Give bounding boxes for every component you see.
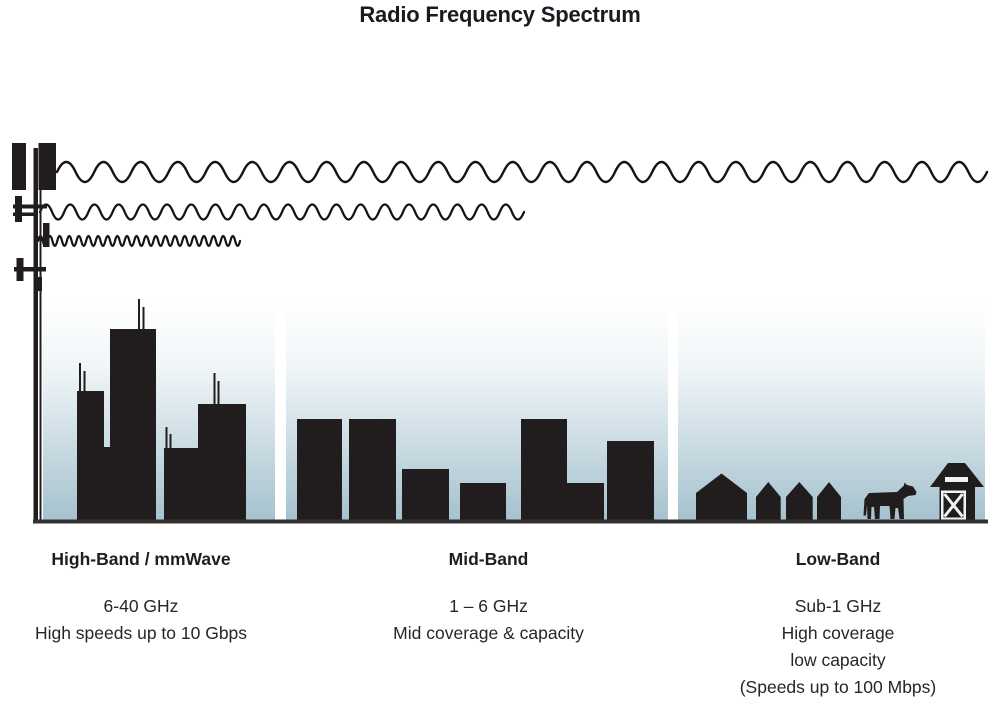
cow-icon [863, 482, 917, 519]
radio-waves [36, 160, 989, 248]
band-section-low: Low-Band Sub-1 GHz High coverage low cap… [688, 549, 988, 701]
ground-line [33, 519, 988, 524]
band-section-high: High-Band / mmWave 6-40 GHz High speeds … [0, 549, 282, 647]
band-frequency-mid: 1 – 6 GHz [449, 596, 528, 616]
band-name-mid: Mid-Band [448, 549, 529, 569]
band-detail-low-capacity: low capacity [790, 650, 886, 670]
cell-tower-icon [12, 143, 56, 520]
page-title: Radio Frequency Spectrum [359, 2, 641, 27]
wave-high-frequency-short-icon [36, 234, 242, 248]
band-name-high: High-Band / mmWave [51, 549, 231, 569]
suburb-skyline-icon [297, 419, 654, 520]
barn-icon [930, 463, 984, 520]
wave-low-frequency-long-icon [55, 160, 989, 184]
band-detail-mid-coverage: Mid coverage & capacity [393, 623, 584, 643]
house-icon [817, 482, 841, 520]
rural-farm-icon [696, 463, 984, 520]
band-detail-low-coverage: High coverage [781, 623, 895, 643]
house-icon [756, 482, 781, 520]
band-frequency-low: Sub-1 GHz [794, 596, 882, 616]
band-frequency-high: 6-40 GHz [103, 596, 179, 616]
city-skyline-icon [77, 299, 246, 520]
rf-spectrum-diagram [12, 143, 989, 524]
band-section-mid: Mid-Band 1 – 6 GHz Mid coverage & capaci… [336, 549, 641, 647]
house-icon [786, 482, 813, 520]
house-icon [696, 473, 747, 520]
band-detail-low-speed: (Speeds up to 100 Mbps) [739, 677, 937, 697]
wave-mid-frequency-icon [38, 203, 526, 221]
band-name-low: Low-Band [795, 549, 881, 569]
band-detail-high-speed: High speeds up to 10 Gbps [34, 623, 248, 643]
